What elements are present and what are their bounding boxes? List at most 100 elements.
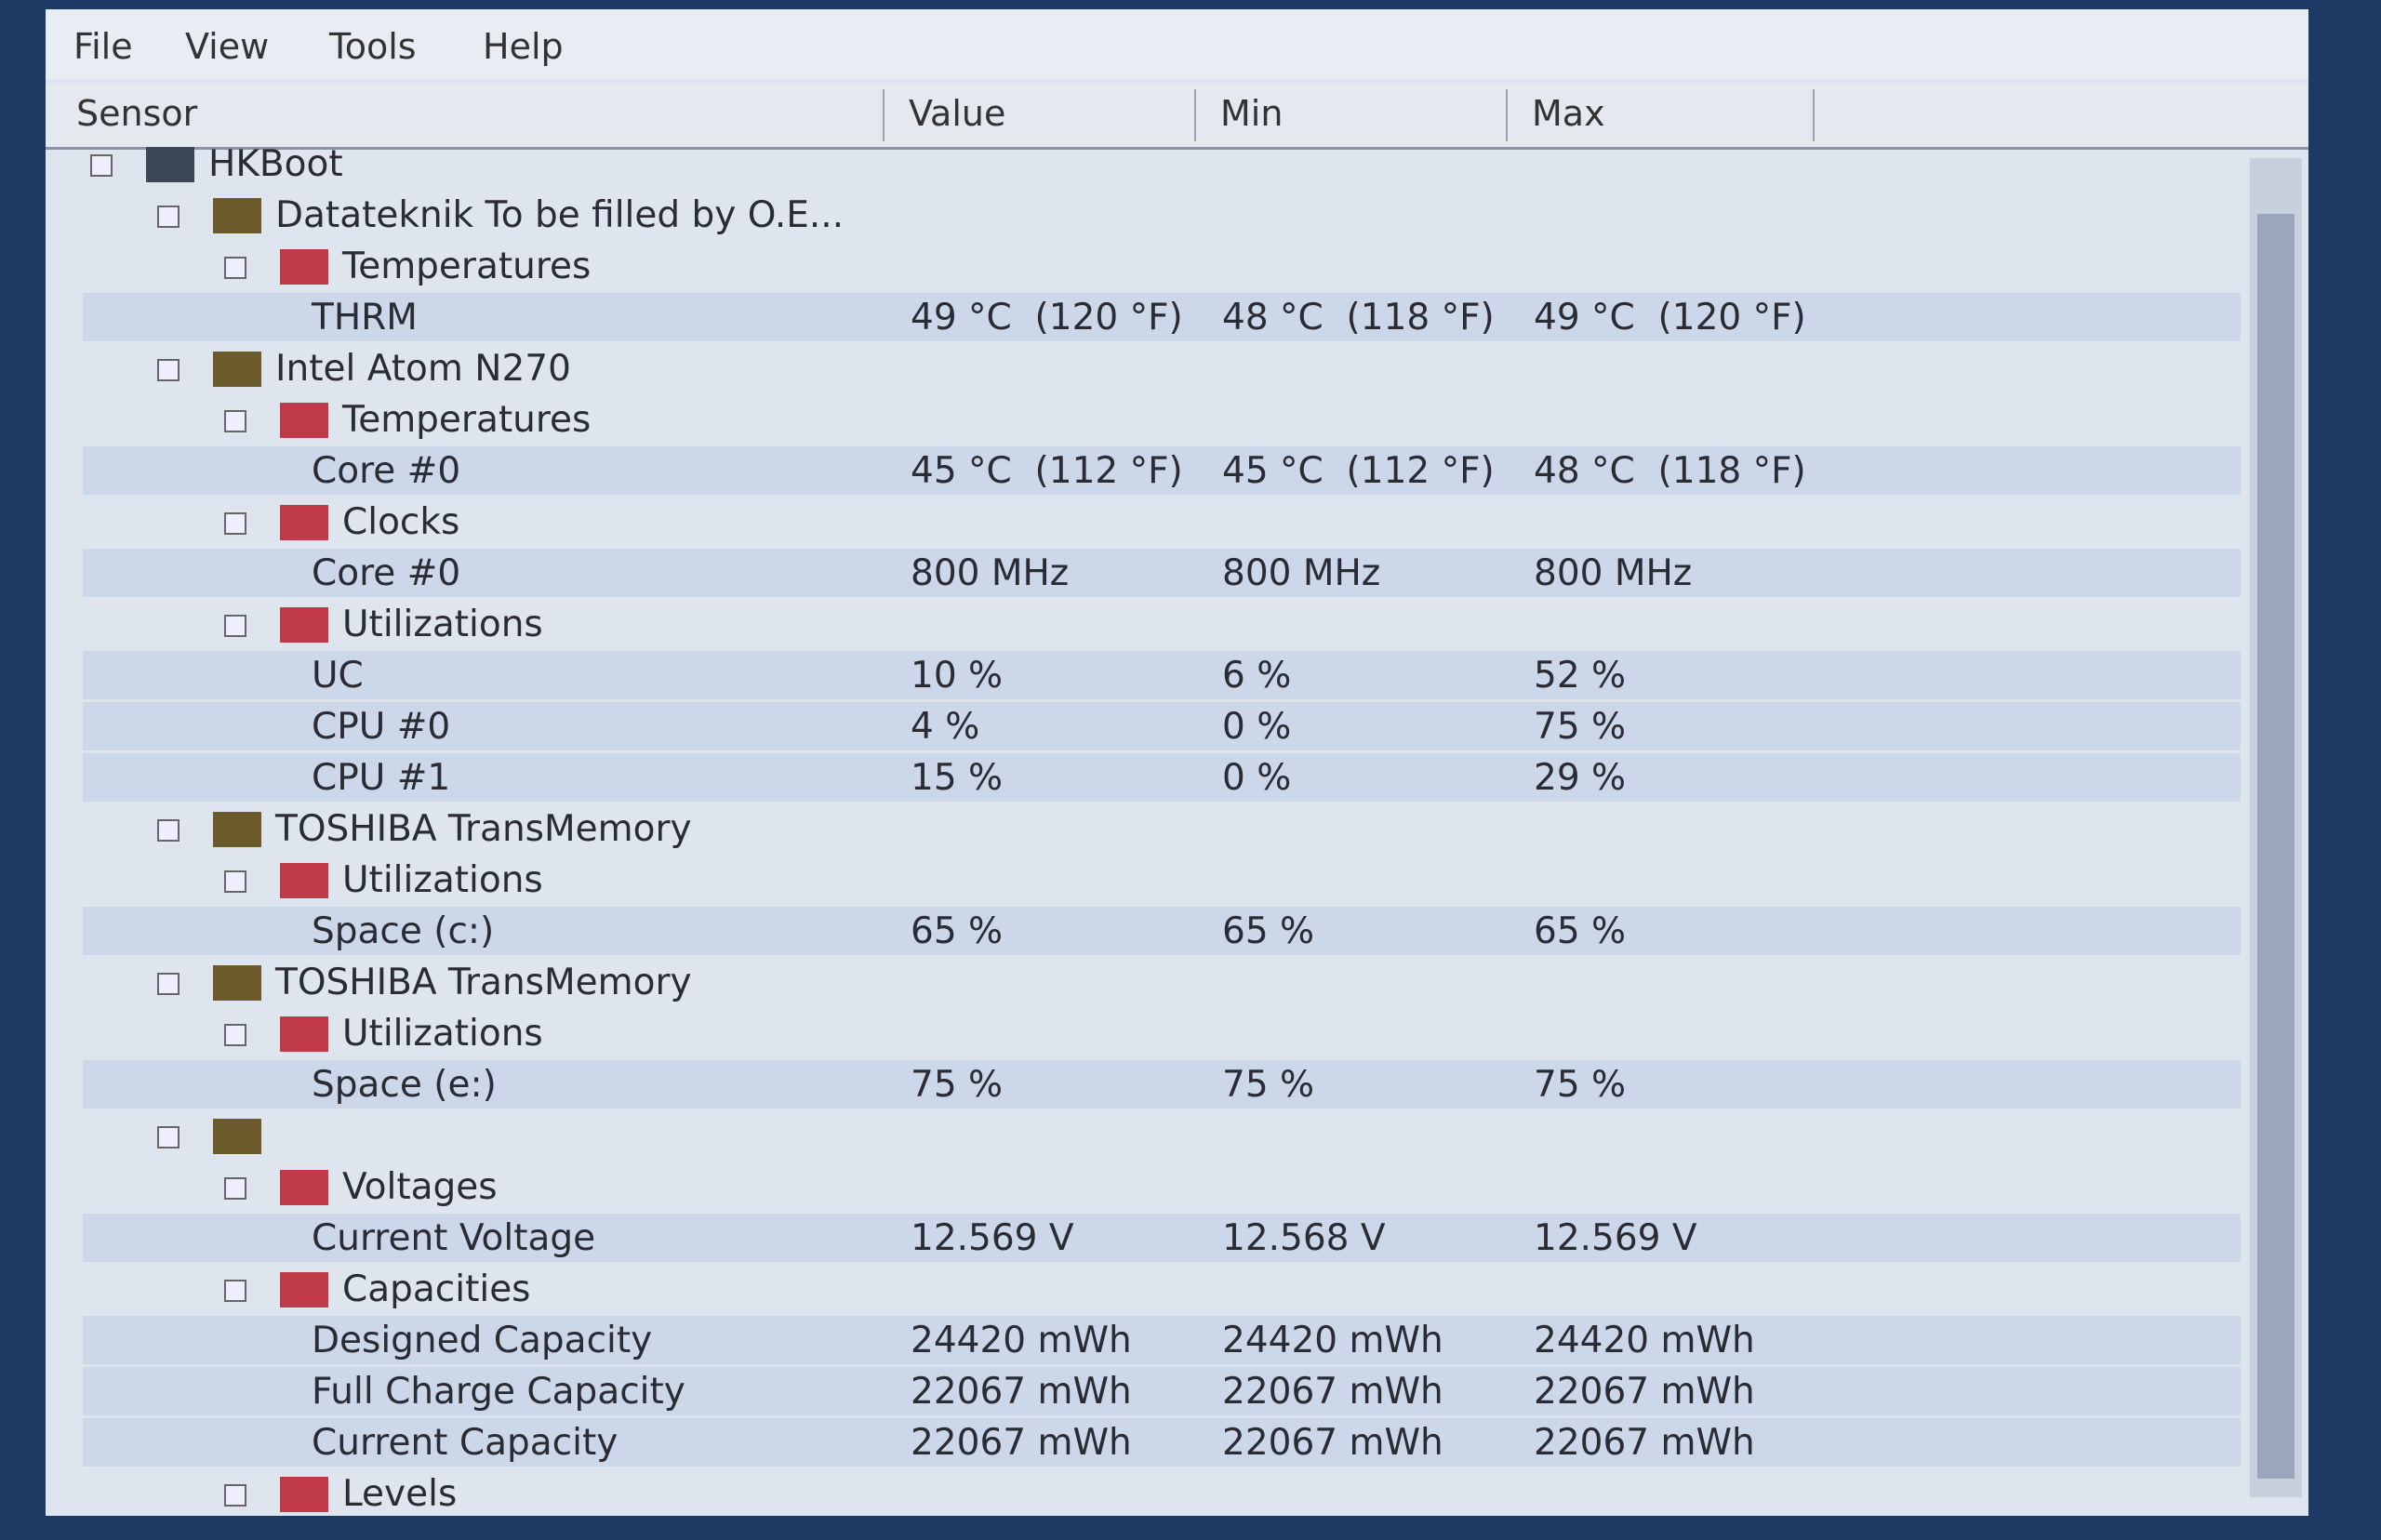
tree-row[interactable]: Current Voltage 12.569 V 12.568 V 12.569 V (83, 1214, 2241, 1262)
tree-row[interactable]: Current Capacity 22067 mWh 22067 mWh 22067 … (83, 1418, 2241, 1467)
expand-toggle[interactable] (224, 512, 246, 535)
tree-row[interactable]: HKBoot (83, 139, 2241, 188)
menu-item[interactable]: Tools (329, 26, 417, 67)
tree-row[interactable]: Utilizations (83, 600, 2241, 648)
sensor-label: Space (c:) (312, 910, 495, 952)
sensor-label: Voltages (342, 1166, 498, 1208)
sensor-label: Levels (342, 1473, 458, 1515)
tree-row[interactable]: Space (e:) 75 % 75 % 75 % (83, 1060, 2241, 1109)
tree-row[interactable]: Levels (83, 1469, 2241, 1518)
sensor-value: 65 % (911, 910, 1004, 952)
sensor-label: CPU #0 (312, 706, 451, 748)
tree-row[interactable] (83, 1111, 2241, 1160)
expand-toggle[interactable] (224, 1024, 246, 1046)
menu-item[interactable]: View (185, 26, 270, 67)
column-title[interactable]: Max (1532, 93, 1605, 134)
sensor-label: UC (312, 655, 364, 697)
tree-row[interactable]: UC 10 % 6 % 52 % (83, 651, 2241, 699)
sensor-label: Designed Capacity (312, 1320, 653, 1361)
expand-toggle[interactable] (157, 973, 180, 995)
hwmonitor-window: File View Tools Help Sensor Value Min Max HKBo… (46, 9, 2308, 1516)
tree-row[interactable]: Designed Capacity 24420 mWh 24420 mWh 24420… (83, 1316, 2241, 1364)
sensor-value: 4 % (911, 706, 980, 748)
sensor-max: 65 % (1534, 910, 1627, 952)
node-icon (280, 863, 328, 898)
sensor-label: Current Voltage (312, 1217, 596, 1259)
sensor-max: 75 % (1534, 1064, 1627, 1106)
tree-row[interactable]: Full Charge Capacity 22067 mWh 22067 mWh 22… (83, 1367, 2241, 1415)
menu-item[interactable]: Help (483, 26, 564, 67)
sensor-min: 22067 mWh (1222, 1371, 1443, 1413)
sensor-max: 52 % (1534, 655, 1627, 697)
column-separator (1194, 89, 1196, 141)
sensor-value: 15 % (911, 757, 1004, 799)
tree-row[interactable]: Voltages (83, 1162, 2241, 1211)
sensor-label: Capacities (342, 1268, 531, 1310)
node-icon (213, 352, 261, 387)
node-icon (146, 147, 194, 182)
tree-row[interactable]: Temperatures (83, 242, 2241, 290)
scroll-thumb[interactable] (2257, 214, 2295, 1479)
column-title[interactable]: Value (909, 93, 1006, 134)
tree-row[interactable]: Datateknik To be filled by O.E... (83, 191, 2241, 239)
expand-toggle[interactable] (90, 154, 113, 177)
tree-row[interactable]: Intel Atom N270 (83, 344, 2241, 392)
tree-row[interactable]: Capacities (83, 1265, 2241, 1313)
sensor-label: THRM (312, 297, 418, 339)
tree-row[interactable]: TOSHIBA TransMemory (83, 958, 2241, 1006)
node-icon (280, 505, 328, 540)
sensor-min: 24420 mWh (1222, 1320, 1443, 1361)
expand-toggle[interactable] (224, 1177, 246, 1200)
sensor-label: Core #0 (312, 450, 461, 492)
expand-toggle[interactable] (157, 819, 180, 842)
expand-toggle[interactable] (224, 870, 246, 893)
menu-bar: File View Tools Help (46, 9, 2308, 79)
column-title[interactable]: Sensor (76, 93, 198, 134)
expand-toggle[interactable] (157, 359, 180, 381)
expand-toggle[interactable] (157, 206, 180, 228)
sensor-label: Space (e:) (312, 1064, 497, 1106)
sensor-min: 0 % (1222, 757, 1292, 799)
expand-toggle[interactable] (224, 615, 246, 637)
sensor-label: CPU #1 (312, 757, 451, 799)
sensor-min: 48 °C (118 °F) (1222, 297, 1495, 339)
tree-row[interactable]: Core #0 800 MHz 800 MHz 800 MHz (83, 549, 2241, 597)
node-icon (213, 198, 261, 233)
node-icon (280, 1170, 328, 1205)
sensor-min: 0 % (1222, 706, 1292, 748)
sensor-max: 12.569 V (1534, 1217, 1697, 1259)
tree-row[interactable]: Core #0 45 °C (112 °F) 45 °C (112 °F) 48 °C… (83, 446, 2241, 495)
sensor-max: 29 % (1534, 757, 1627, 799)
expand-toggle[interactable] (224, 257, 246, 279)
sensor-value: 22067 mWh (911, 1422, 1132, 1464)
node-icon (280, 1272, 328, 1308)
tree-row[interactable]: Temperatures (83, 395, 2241, 444)
column-title[interactable]: Min (1220, 93, 1284, 134)
sensor-label: TOSHIBA TransMemory (275, 962, 692, 1003)
node-icon (280, 403, 328, 438)
expand-toggle[interactable] (224, 1484, 246, 1507)
menu-item[interactable]: File (73, 26, 133, 67)
sensor-value: 75 % (911, 1064, 1004, 1106)
tree-row[interactable]: Space (c:) 65 % 65 % 65 % (83, 907, 2241, 955)
tree-row[interactable]: TOSHIBA TransMemory (83, 804, 2241, 853)
expand-toggle[interactable] (224, 410, 246, 432)
scrollbar[interactable] (2250, 158, 2302, 1497)
expand-toggle[interactable] (157, 1126, 180, 1148)
node-icon (280, 607, 328, 643)
tree-row[interactable]: Clocks (83, 498, 2241, 546)
sensor-label: Full Charge Capacity (312, 1371, 685, 1413)
tree-row[interactable]: THRM 49 °C (120 °F) 48 °C (118 °F) 49 °C (1… (83, 293, 2241, 341)
node-icon (213, 965, 261, 1001)
tree-row[interactable]: Utilizations (83, 856, 2241, 904)
expand-toggle[interactable] (224, 1280, 246, 1302)
sensor-value: 22067 mWh (911, 1371, 1132, 1413)
node-icon (213, 812, 261, 847)
tree-row[interactable]: Utilizations (83, 1009, 2241, 1057)
tree-row[interactable]: CPU #0 4 % 0 % 75 % (83, 702, 2241, 750)
column-header: Sensor Value Min Max (46, 84, 2308, 150)
tree-row[interactable]: CPU #1 15 % 0 % 29 % (83, 753, 2241, 802)
node-icon (213, 1119, 261, 1154)
sensor-label: Intel Atom N270 (275, 348, 571, 390)
sensor-label: TOSHIBA TransMemory (275, 808, 692, 850)
